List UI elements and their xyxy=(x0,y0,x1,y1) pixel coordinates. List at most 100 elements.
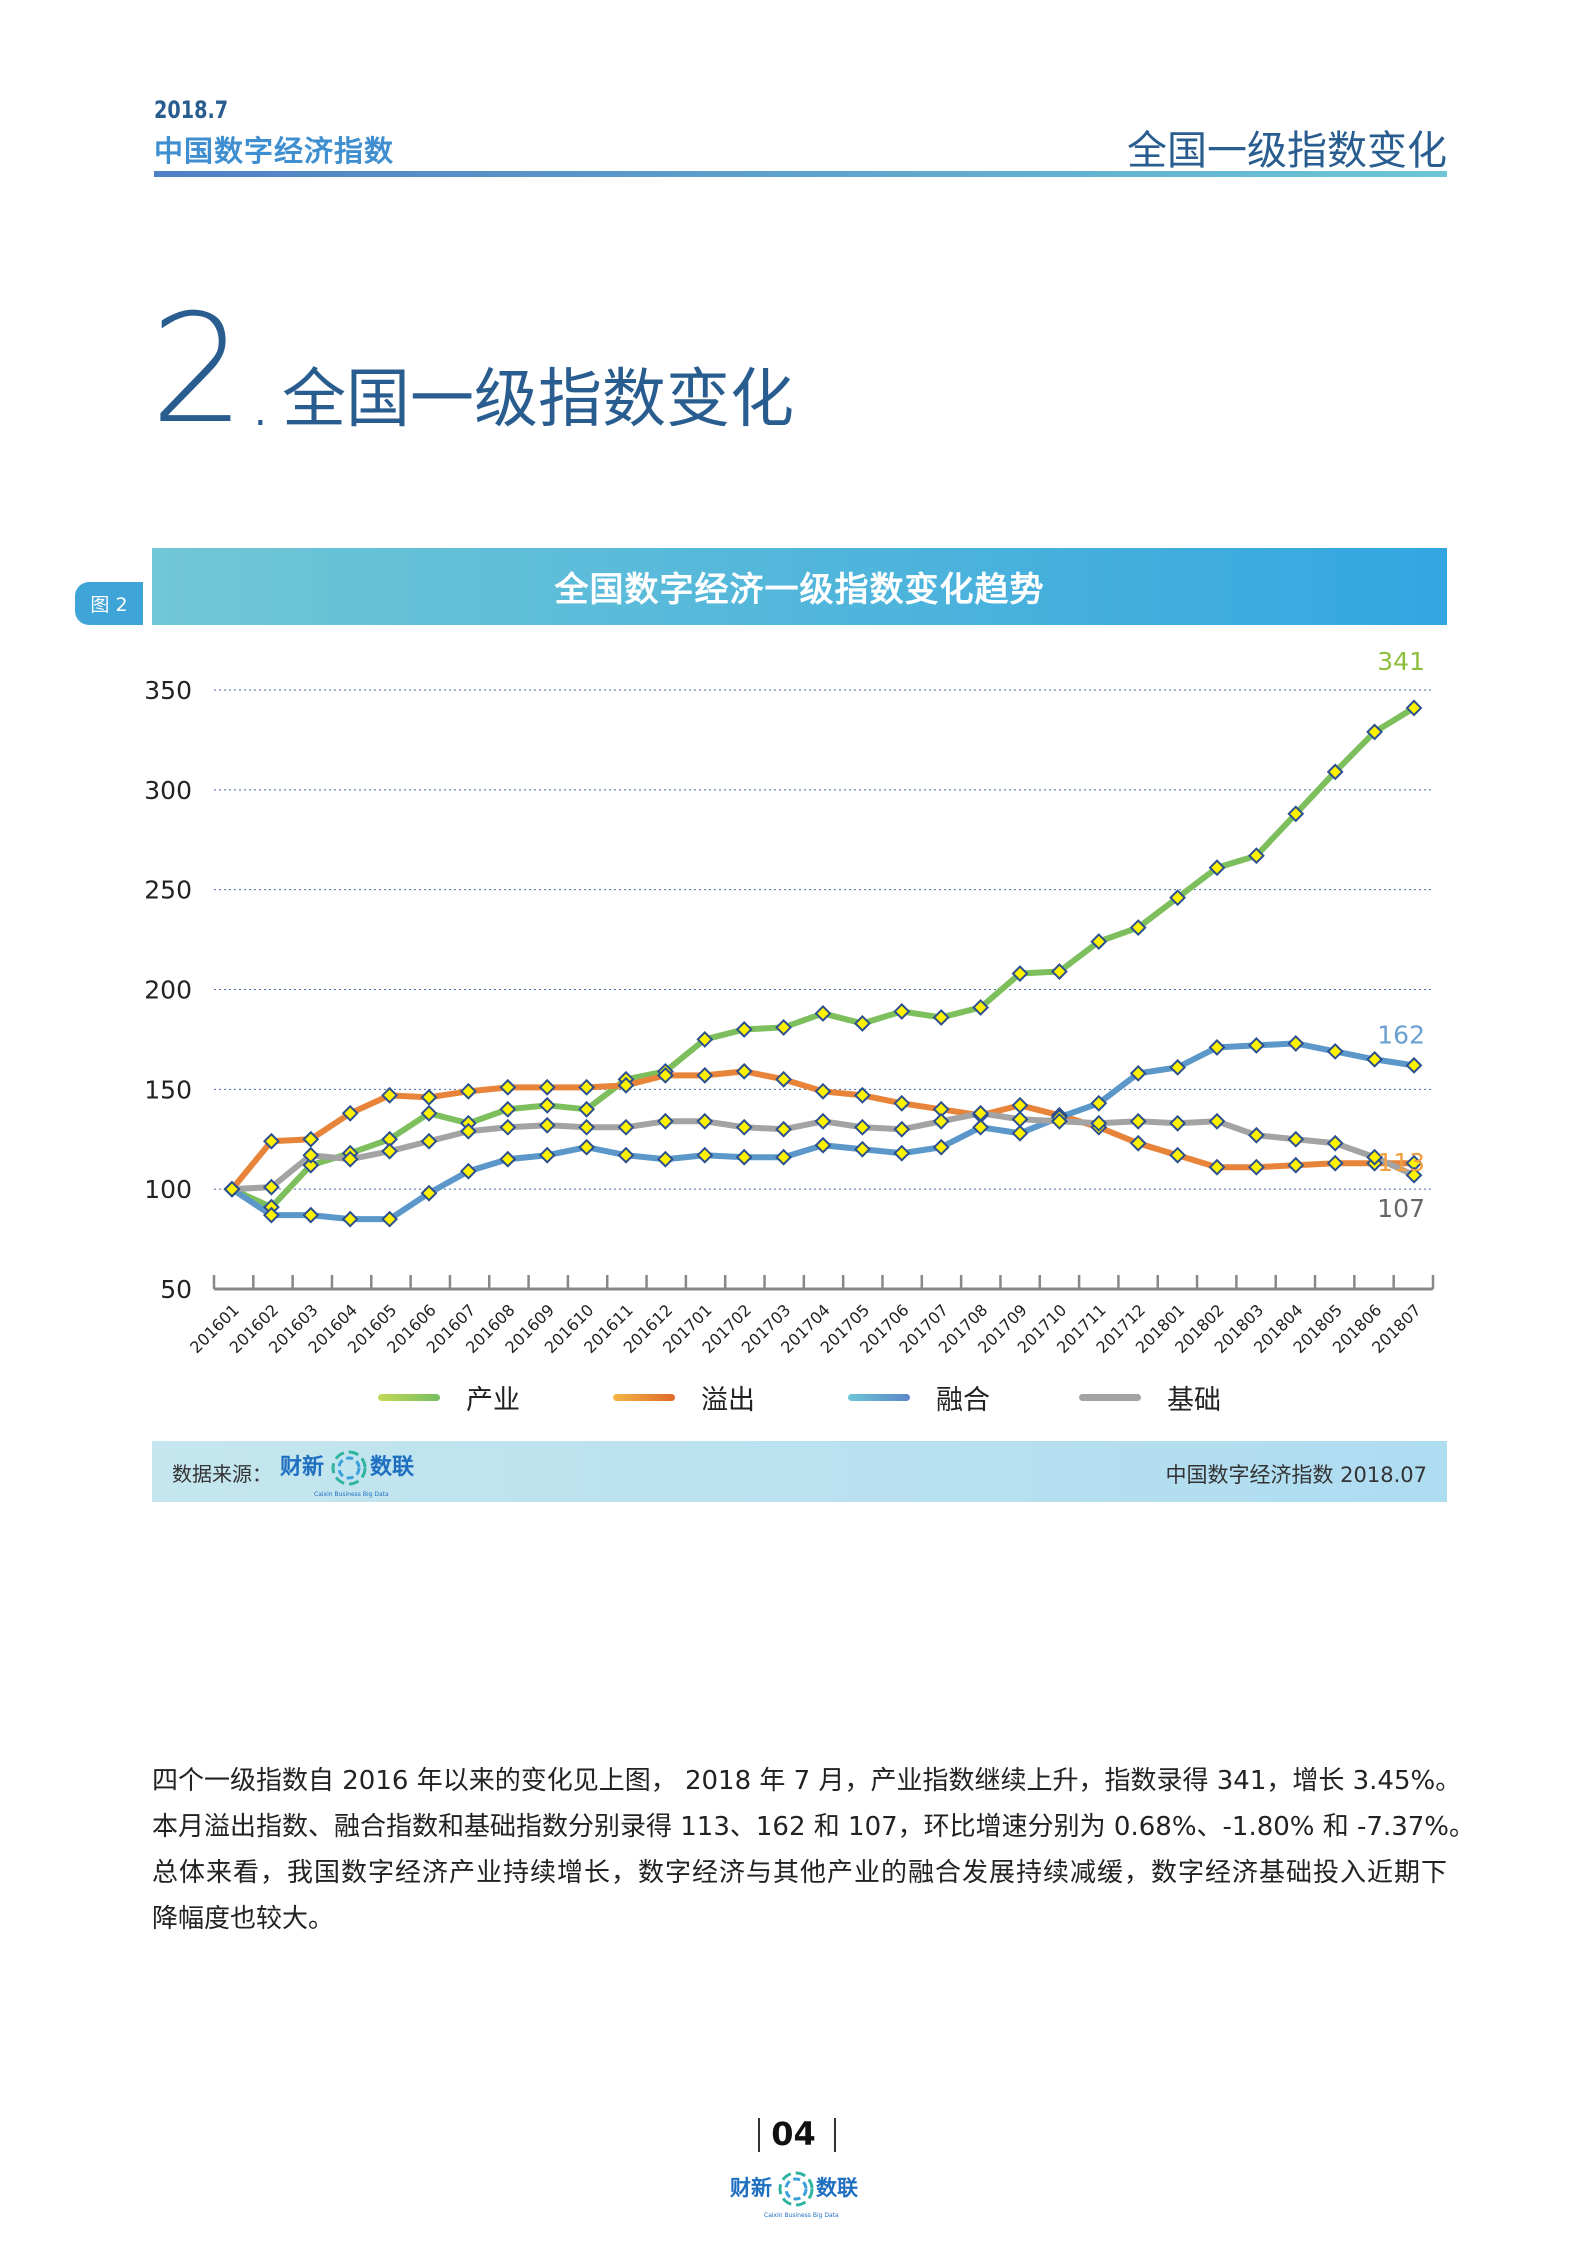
swirl-icon xyxy=(331,1450,367,1486)
data-point xyxy=(420,1184,438,1202)
logo-sub: Caixin Business Big Data xyxy=(314,1491,389,1498)
data-point xyxy=(262,1206,280,1224)
data-point xyxy=(420,1104,438,1122)
data-point xyxy=(341,1104,359,1122)
data-point xyxy=(656,1066,674,1084)
data-point xyxy=(1129,1064,1147,1082)
legend-swatch-industry xyxy=(378,1394,440,1401)
data-point xyxy=(775,1019,793,1036)
page-number-divider xyxy=(758,2118,760,2152)
data-point xyxy=(1208,859,1226,877)
end-value-label: 341 xyxy=(1377,647,1425,676)
legend-label: 融合 xyxy=(936,1385,990,1416)
logo-text-right: 数联 xyxy=(370,1454,414,1480)
figure-badge: 图 2 xyxy=(75,582,143,625)
caixin-logo: 财新 数联 Caixin Business Big Data xyxy=(280,1446,430,1504)
data-point xyxy=(578,1138,596,1156)
data-point xyxy=(1090,933,1108,950)
data-point xyxy=(459,1122,477,1140)
data-point xyxy=(735,1148,753,1166)
swirl-icon xyxy=(778,2171,814,2207)
header-divider xyxy=(154,171,1447,177)
data-point xyxy=(696,1066,714,1084)
section-title: 全国一级指数变化 xyxy=(282,363,794,437)
y-tick-label: 300 xyxy=(144,776,192,805)
data-point xyxy=(893,1094,911,1112)
figure-title: 全国数字经济一级指数变化趋势 xyxy=(554,570,1045,610)
data-point xyxy=(1129,919,1147,937)
body-paragraph-line: 降幅度也较大。 xyxy=(152,1904,335,1934)
data-point xyxy=(578,1078,596,1096)
data-point xyxy=(853,1015,871,1032)
data-point xyxy=(1287,1034,1305,1052)
data-point xyxy=(1326,1042,1344,1060)
y-tick-label: 250 xyxy=(144,876,192,905)
data-point xyxy=(696,1146,714,1164)
header-publication: 中国数字经济指数 xyxy=(154,134,395,168)
data-point xyxy=(381,1086,399,1104)
legend-item-spillover: 溢出 xyxy=(613,1378,755,1417)
logo-text-left: 财新 xyxy=(280,1454,324,1480)
data-point xyxy=(459,1162,477,1180)
data-point xyxy=(1169,1058,1187,1076)
data-point xyxy=(262,1132,280,1150)
data-point xyxy=(302,1130,320,1148)
y-tick-label: 100 xyxy=(144,1175,192,1204)
legend-item-fusion: 融合 xyxy=(848,1378,990,1417)
data-point xyxy=(538,1146,556,1164)
data-point xyxy=(1366,723,1384,741)
data-point xyxy=(1405,1056,1423,1074)
line-chart: 5010015020025030035020160120160220160320… xyxy=(144,647,1435,1357)
data-point xyxy=(302,1156,320,1174)
data-point xyxy=(499,1100,517,1118)
data-point xyxy=(814,1136,832,1154)
data-point xyxy=(1208,1158,1226,1176)
data-point xyxy=(538,1096,556,1114)
data-point xyxy=(459,1082,477,1100)
legend-swatch-foundation xyxy=(1079,1394,1141,1401)
data-point xyxy=(1287,805,1305,823)
data-point xyxy=(656,1150,674,1168)
data-point xyxy=(1169,1146,1187,1164)
data-point xyxy=(1287,1130,1305,1148)
data-point xyxy=(1011,965,1029,982)
end-value-label: 162 xyxy=(1377,1020,1425,1049)
data-point xyxy=(341,1210,359,1228)
data-point xyxy=(302,1146,320,1164)
data-point xyxy=(1011,1110,1029,1128)
data-point xyxy=(1011,1124,1029,1142)
legend-swatch-spillover xyxy=(613,1394,675,1401)
data-point xyxy=(1208,1038,1226,1056)
source-bar xyxy=(152,1441,1447,1502)
legend-label: 产业 xyxy=(466,1385,520,1416)
data-point xyxy=(775,1070,793,1088)
data-point xyxy=(1208,1112,1226,1130)
legend-label: 溢出 xyxy=(701,1385,755,1416)
body-paragraph-line: 四个一级指数自 2016 年以来的变化见上图， 2018 年 7 月，产业指数继… xyxy=(152,1766,1462,1796)
y-tick-label: 200 xyxy=(144,976,192,1005)
data-point xyxy=(932,1138,950,1156)
data-point xyxy=(223,1180,241,1198)
data-point xyxy=(578,1118,596,1136)
body-paragraph-line: 总体来看，我国数字经济产业持续增长，数字经济与其他产业的融合发展持续减缓，数字经… xyxy=(152,1858,1447,1888)
data-point xyxy=(1090,1094,1108,1112)
data-point xyxy=(262,1178,280,1196)
figure-title-banner: 全国数字经济一级指数变化趋势 xyxy=(152,548,1447,625)
legend-item-industry: 产业 xyxy=(378,1378,520,1417)
y-tick-label: 350 xyxy=(144,676,192,705)
data-point xyxy=(1366,1148,1384,1166)
data-point xyxy=(1169,889,1187,907)
y-tick-label: 150 xyxy=(144,1075,192,1104)
data-point xyxy=(1011,1096,1029,1114)
data-point xyxy=(1405,699,1423,717)
data-point xyxy=(893,1003,911,1020)
data-point xyxy=(1090,1114,1108,1132)
end-value-label: 113 xyxy=(1377,1148,1425,1177)
caixin-footer-logo: 财新 数联 Caixin Business Big Data xyxy=(730,2165,870,2225)
data-point xyxy=(420,1132,438,1150)
data-point xyxy=(1366,1050,1384,1068)
data-point xyxy=(1169,1114,1187,1132)
data-point xyxy=(1247,1126,1265,1144)
data-point xyxy=(538,1116,556,1134)
data-point xyxy=(538,1078,556,1096)
